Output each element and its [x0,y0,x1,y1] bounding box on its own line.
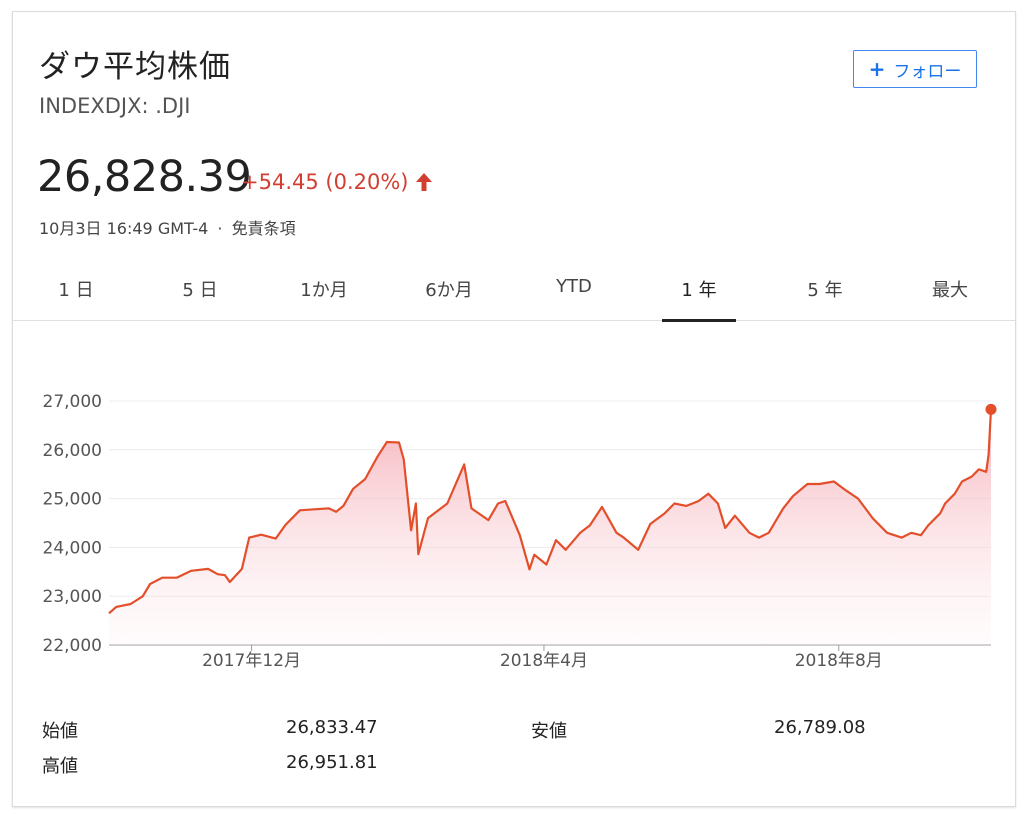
tab-1m[interactable]: 1か月 [300,280,348,301]
follow-button[interactable]: + フォロー [853,50,977,88]
current-price: 26,828.39 [37,152,252,202]
y-tick-label: 22,000 [43,636,102,656]
tab-max[interactable]: 最大 [932,280,968,301]
area-fill [109,409,991,645]
x-tick-label: 2018年4月 [500,651,588,671]
range-tabs: 1 日 5 日 1か月 6か月 YTD 1 年 5 年 最大 [13,264,1015,322]
tab-5d[interactable]: 5 日 [182,280,218,301]
arrow-up-icon [415,173,432,191]
tab-5y[interactable]: 5 年 [807,280,843,301]
x-tick-label: 2017年12月 [202,651,301,671]
page-title: ダウ平均株価 [39,49,231,85]
stat-value-low: 26,789.08 [774,717,866,738]
y-tick-label: 26,000 [43,441,102,461]
plus-icon: + [868,57,886,81]
timestamp: 10月3日 16:49 GMT-4 [39,219,209,238]
quote-meta: 10月3日 16:49 GMT-4 · 免責条項 [39,215,296,239]
stat-value-high: 26,951.81 [286,752,378,773]
price-chart[interactable]: 27,000 26,000 25,000 24,000 23,000 22,000 2017… [13,12,1015,692]
y-tick-label: 25,000 [43,490,102,510]
meta-separator: · [217,219,223,238]
ticker-symbol: INDEXDJX: .DJI [39,94,191,118]
tab-1y[interactable]: 1 年 [660,264,738,322]
tab-6m[interactable]: 6か月 [425,280,473,301]
tab-ytd[interactable]: YTD [556,276,592,297]
stock-card: ダウ平均株価 INDEXDJX: .DJI + フォロー 26,828.39 +… [12,11,1016,807]
y-tick-label: 24,000 [43,538,102,558]
x-tick-label: 2018年8月 [795,651,883,671]
stat-label-low: 安値 [531,721,567,742]
stat-label-open: 始値 [42,721,78,742]
tab-1d[interactable]: 1 日 [58,280,94,301]
follow-label: フォロー [893,61,962,82]
y-tick-label: 23,000 [43,587,102,607]
series-line [108,409,993,615]
price-change-text: +54.45 (0.20%) [241,170,409,194]
y-tick-label: 27,000 [43,392,102,412]
last-point-marker [985,403,997,415]
price-change: +54.45 (0.20%) [241,170,433,194]
stat-value-open: 26,833.47 [286,717,378,738]
stat-label-high: 高値 [42,756,78,777]
disclaimer-link[interactable]: 免責条項 [231,219,296,238]
